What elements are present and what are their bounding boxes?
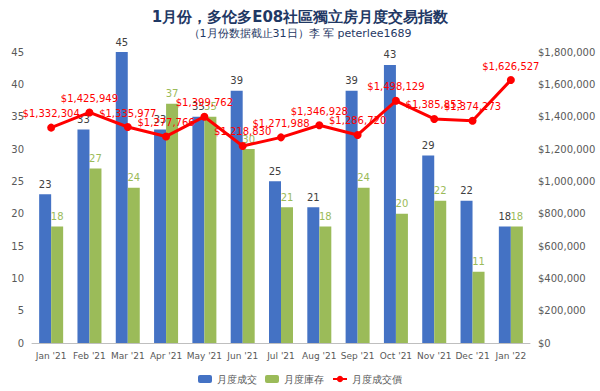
svg-text:20: 20 bbox=[11, 208, 24, 219]
svg-text:Jun '21: Jun '21 bbox=[226, 351, 258, 361]
svg-text:Jul '21: Jul '21 bbox=[266, 351, 295, 361]
svg-text:$1,277,766: $1,277,766 bbox=[137, 117, 194, 128]
svg-text:45: 45 bbox=[11, 47, 24, 58]
svg-text:May '21: May '21 bbox=[187, 351, 222, 361]
svg-text:37: 37 bbox=[165, 88, 179, 100]
svg-text:Jan '21: Jan '21 bbox=[35, 351, 67, 361]
svg-text:11: 11 bbox=[472, 256, 485, 267]
svg-text:Apr '21: Apr '21 bbox=[150, 351, 182, 361]
svg-text:月度庫存: 月度庫存 bbox=[284, 374, 324, 385]
svg-text:18: 18 bbox=[510, 211, 523, 222]
svg-text:18: 18 bbox=[51, 211, 64, 222]
svg-text:40: 40 bbox=[11, 79, 24, 90]
svg-text:$1,800,000: $1,800,000 bbox=[538, 47, 595, 58]
svg-text:0: 0 bbox=[18, 338, 24, 349]
svg-text:$0: $0 bbox=[538, 338, 551, 349]
svg-text:39: 39 bbox=[230, 75, 243, 86]
svg-text:Jan '22: Jan '22 bbox=[495, 351, 527, 361]
svg-text:22: 22 bbox=[434, 185, 447, 196]
svg-text:21: 21 bbox=[307, 192, 320, 203]
svg-text:39: 39 bbox=[345, 75, 358, 86]
svg-text:5: 5 bbox=[18, 305, 24, 316]
svg-text:$200,000: $200,000 bbox=[538, 305, 586, 316]
svg-text:18: 18 bbox=[319, 211, 332, 222]
svg-text:27: 27 bbox=[89, 153, 102, 164]
svg-text:22: 22 bbox=[460, 185, 473, 196]
svg-text:21: 21 bbox=[281, 192, 294, 203]
svg-text:$1,286,720: $1,286,720 bbox=[329, 115, 386, 126]
svg-text:45: 45 bbox=[115, 37, 128, 48]
svg-text:Nov '21: Nov '21 bbox=[417, 351, 451, 361]
svg-text:$1,335,977: $1,335,977 bbox=[99, 107, 157, 119]
svg-text:$600,000: $600,000 bbox=[538, 241, 586, 252]
svg-text:Aug '21: Aug '21 bbox=[302, 351, 336, 361]
svg-text:33: 33 bbox=[77, 114, 90, 126]
svg-text:$1,200,000: $1,200,000 bbox=[538, 144, 595, 155]
svg-text:1月份，多伦多E08社區獨立房月度交易指数: 1月份，多伦多E08社區獨立房月度交易指数 bbox=[152, 8, 450, 26]
svg-text:$1,399,762: $1,399,762 bbox=[176, 97, 233, 108]
svg-text:$1,385,853: $1,385,853 bbox=[405, 99, 463, 111]
svg-text:25: 25 bbox=[269, 166, 282, 177]
svg-text:Feb '21: Feb '21 bbox=[73, 351, 106, 361]
svg-text:20: 20 bbox=[396, 198, 409, 209]
svg-text:24: 24 bbox=[127, 172, 140, 183]
svg-text:$1,218,830: $1,218,830 bbox=[214, 126, 272, 138]
svg-text:$1,000,000: $1,000,000 bbox=[538, 176, 595, 187]
svg-text:$400,000: $400,000 bbox=[538, 273, 586, 284]
svg-text:$1,271,988: $1,271,988 bbox=[252, 118, 309, 129]
svg-text:$1,374,273: $1,374,273 bbox=[444, 101, 501, 112]
svg-text:29: 29 bbox=[422, 140, 435, 151]
svg-text:$1,400,000: $1,400,000 bbox=[538, 111, 595, 122]
svg-text:24: 24 bbox=[357, 172, 370, 183]
svg-text:$1,626,527: $1,626,527 bbox=[482, 61, 539, 72]
svg-text:（1月份数据截止31日）李 军 peterlee1689: （1月份数据截止31日）李 军 peterlee1689 bbox=[189, 27, 412, 40]
svg-text:10: 10 bbox=[11, 273, 24, 284]
svg-text:18: 18 bbox=[498, 211, 511, 222]
svg-text:Sep '21: Sep '21 bbox=[341, 351, 375, 361]
svg-text:$1,332,304: $1,332,304 bbox=[23, 108, 80, 119]
svg-text:$1,498,129: $1,498,129 bbox=[367, 81, 424, 92]
svg-text:25: 25 bbox=[11, 176, 24, 187]
svg-text:43: 43 bbox=[384, 49, 397, 60]
svg-text:$1,346,928: $1,346,928 bbox=[290, 105, 348, 117]
svg-text:$1,600,000: $1,600,000 bbox=[538, 79, 595, 90]
svg-text:月度成交: 月度成交 bbox=[217, 374, 257, 385]
svg-text:30: 30 bbox=[11, 144, 24, 155]
svg-text:Mar '21: Mar '21 bbox=[111, 351, 145, 361]
svg-text:Oct '21: Oct '21 bbox=[380, 351, 412, 361]
svg-text:$1,425,949: $1,425,949 bbox=[61, 93, 118, 104]
svg-text:月度成交價: 月度成交價 bbox=[352, 374, 402, 385]
svg-text:15: 15 bbox=[11, 241, 24, 252]
svg-text:Dec '21: Dec '21 bbox=[455, 351, 489, 361]
svg-text:$800,000: $800,000 bbox=[538, 208, 586, 219]
svg-text:23: 23 bbox=[39, 179, 52, 190]
svg-text:35: 35 bbox=[11, 111, 24, 123]
